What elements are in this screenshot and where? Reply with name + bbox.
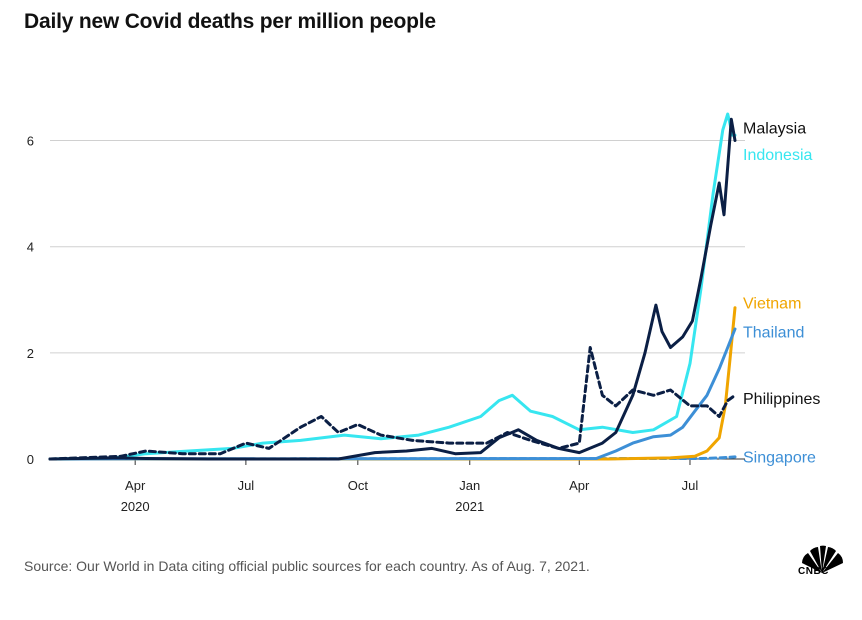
tick-layer: 0 2 4 6 Apr 2020 Jul Oct Jan 2021 Apr Jul — [27, 134, 699, 514]
y-tick-label: 6 — [27, 134, 34, 149]
series-label-singapore: Singapore — [743, 449, 816, 466]
x-tick-label: Apr — [125, 478, 146, 493]
label-layer: Malaysia Indonesia Vietnam Thailand Philippi… — [743, 120, 820, 466]
series-line-vietnam — [48, 306, 737, 461]
series-line-thailand — [48, 327, 737, 461]
series-line-malaysia — [48, 117, 737, 461]
series-label-vietnam: Vietnam — [743, 295, 801, 312]
series-label-philippines: Philippines — [743, 391, 820, 408]
series-layer — [48, 112, 737, 461]
series-label-thailand: Thailand — [743, 325, 804, 342]
x-tick-year-label: 2021 — [455, 499, 484, 514]
series-line-indonesia — [48, 112, 737, 461]
grid-layer — [50, 140, 745, 460]
y-tick-label: 4 — [27, 240, 34, 255]
series-label-indonesia: Indonesia — [743, 147, 812, 164]
x-tick-label: Jul — [682, 478, 699, 493]
y-tick-label: 2 — [27, 346, 34, 361]
cnbc-peacock-icon — [802, 545, 844, 573]
chart-title: Daily new Covid deaths per million peopl… — [24, 10, 436, 33]
cnbc-logo-text: CNBC — [798, 566, 829, 577]
x-tick-label: Oct — [348, 478, 369, 493]
x-tick-label: Apr — [569, 478, 590, 493]
x-tick-label: Jan — [459, 478, 480, 493]
line-chart: 0 2 4 6 Apr 2020 Jul Oct Jan 2021 Apr Jul Malaysia I… — [27, 112, 820, 514]
x-tick-year-label: 2020 — [121, 499, 150, 514]
source-note: Source: Our World in Data citing officia… — [24, 558, 590, 574]
y-tick-label: 0 — [27, 452, 34, 467]
series-label-malaysia: Malaysia — [743, 120, 806, 137]
x-tick-label: Jul — [238, 478, 255, 493]
